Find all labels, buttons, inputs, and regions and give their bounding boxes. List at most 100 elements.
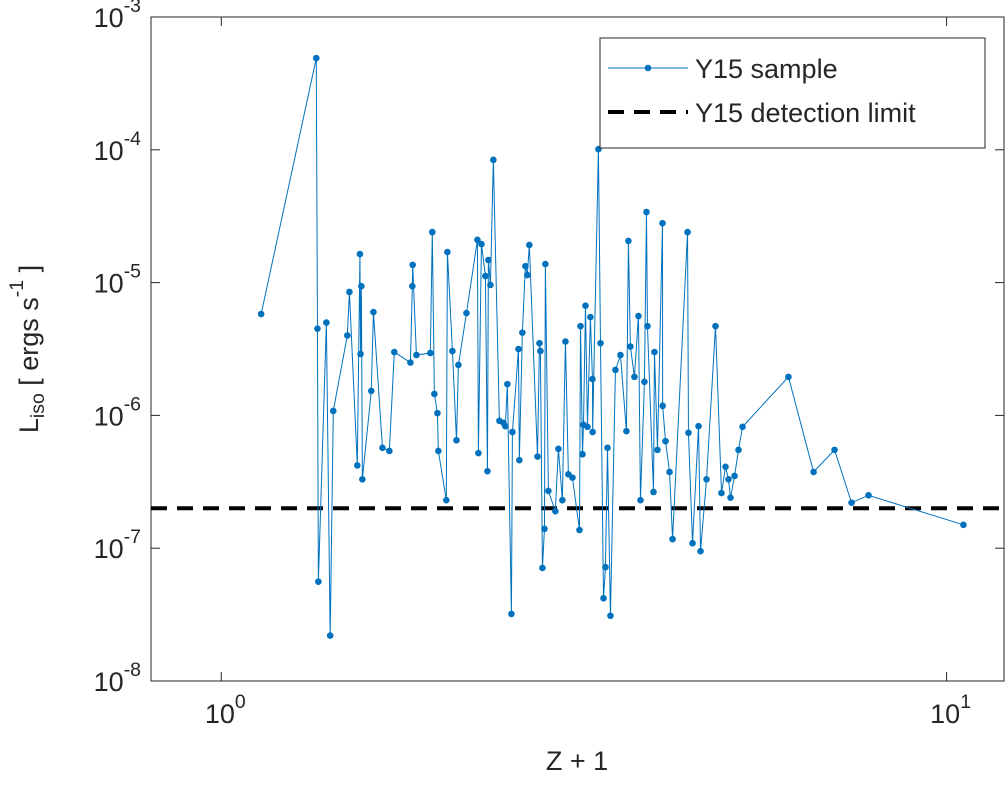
data-point (455, 361, 462, 369)
data-point (443, 496, 450, 504)
data-point (644, 322, 651, 330)
data-point (386, 447, 393, 455)
data-point (617, 351, 624, 359)
data-point (659, 219, 666, 227)
data-point (515, 345, 522, 353)
data-point (509, 428, 516, 436)
data-point (478, 240, 485, 248)
data-point (314, 325, 321, 332)
data-point (449, 347, 456, 355)
y-tick-label: 10-8 (94, 659, 141, 697)
data-point (490, 156, 497, 164)
data-point (848, 499, 855, 507)
data-point (587, 313, 594, 321)
data-point (427, 349, 434, 357)
data-point (482, 272, 489, 280)
legend-marker (644, 64, 652, 72)
data-point (519, 329, 526, 336)
data-point (431, 390, 438, 398)
data-point (685, 429, 692, 437)
data-point (623, 427, 630, 435)
data-point (413, 351, 420, 359)
data-point (542, 260, 549, 268)
data-point (604, 444, 611, 452)
data-point (312, 54, 320, 62)
data-point (484, 467, 491, 475)
data-point (379, 444, 386, 452)
data-point (353, 462, 361, 469)
data-point (453, 436, 460, 444)
data-point (522, 262, 529, 270)
data-point (407, 359, 414, 366)
y-tick-label: 10-3 (94, 0, 141, 33)
data-point (602, 563, 609, 571)
data-point (597, 339, 604, 347)
data-point (662, 437, 669, 445)
data-point (552, 507, 559, 515)
data-point (257, 310, 265, 318)
data-point (344, 332, 351, 339)
data-point (722, 463, 729, 471)
data-point (960, 521, 967, 529)
data-point (539, 564, 546, 572)
plot-area: 10-8 10-7 10-6 10-5 10-4 10-3 100 101 Y15 sample… (94, 0, 1005, 729)
data-point (536, 339, 543, 347)
data-point (600, 594, 607, 602)
data-point (537, 347, 544, 355)
data-point (545, 487, 552, 495)
data-point (463, 309, 470, 317)
data-point (358, 282, 365, 290)
data-point (516, 456, 523, 464)
data-point (474, 236, 481, 244)
data-point (323, 319, 330, 326)
data-point (643, 208, 650, 216)
data-point (865, 492, 872, 499)
data-point (475, 449, 482, 457)
data-point (739, 423, 746, 431)
data-point (359, 476, 366, 483)
data-point (524, 271, 531, 279)
y-tick-label: 10-4 (94, 128, 142, 166)
data-point (589, 375, 596, 383)
data-point (579, 450, 586, 458)
data-point (625, 237, 632, 245)
y-tick-label: 10-5 (94, 261, 141, 299)
data-point (370, 308, 377, 316)
data-point (508, 610, 515, 618)
data-point (562, 338, 569, 345)
y-tick-label: 10-7 (94, 527, 141, 565)
legend: Y15 sample Y15 detection limit (599, 37, 986, 149)
data-point (635, 312, 642, 320)
data-point (666, 468, 673, 476)
data-point (346, 288, 353, 296)
data-point (712, 322, 719, 330)
data-point (689, 539, 696, 547)
data-point (727, 494, 734, 502)
data-point (409, 261, 416, 269)
data-point (627, 343, 634, 350)
data-point (434, 409, 441, 417)
data-point (650, 488, 657, 496)
axes-box (150, 16, 1005, 682)
data-point (315, 578, 322, 585)
y-tick-label: 10-6 (94, 394, 141, 432)
data-point (731, 472, 738, 480)
data-point (357, 350, 364, 358)
data-point (502, 422, 509, 430)
data-point (487, 281, 494, 289)
data-point (584, 423, 591, 431)
data-point (831, 446, 838, 454)
data-point (577, 322, 584, 330)
data-point (534, 453, 541, 460)
data-point (703, 476, 710, 483)
data-point (526, 241, 533, 249)
legend-box (599, 37, 986, 149)
data-point (409, 282, 416, 290)
data-point (576, 526, 583, 534)
y-axis-label: Liso [ ergs s-1 ] (6, 265, 48, 433)
data-point (485, 256, 492, 264)
x-tick-label: 101 (930, 691, 971, 729)
data-point (504, 380, 511, 388)
